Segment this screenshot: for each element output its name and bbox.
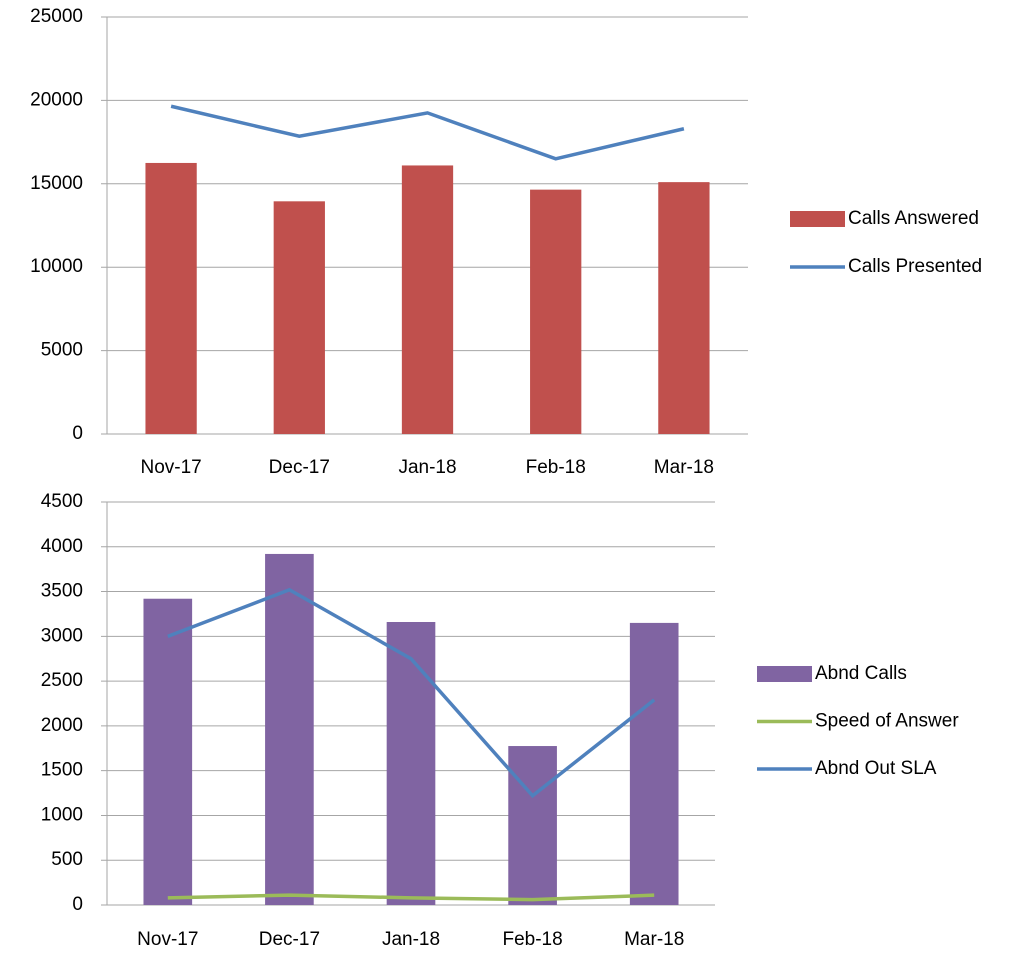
x-tick-label: Mar-18 xyxy=(624,929,684,950)
bar xyxy=(273,201,325,434)
x-tick-label: Nov-17 xyxy=(137,929,198,950)
x-tick-label: Nov-17 xyxy=(140,457,201,478)
x-tick-label: Feb-18 xyxy=(526,457,586,478)
y-tick-label: 0 xyxy=(72,894,83,915)
line-series xyxy=(167,587,656,799)
legend-label: Abnd Out SLA xyxy=(815,758,937,779)
x-tick-label: Dec-17 xyxy=(259,929,320,950)
legend-label: Calls Answered xyxy=(848,208,979,229)
y-tick-label: 4000 xyxy=(41,536,83,557)
y-tick-label: 25000 xyxy=(30,6,83,27)
legend-swatch xyxy=(790,211,845,227)
x-tick-label: Jan-18 xyxy=(398,457,456,478)
y-tick-label: 1000 xyxy=(41,804,83,825)
y-tick-label: 3500 xyxy=(41,581,83,602)
line-series xyxy=(170,104,685,161)
bar xyxy=(508,746,557,905)
y-tick-label: 3000 xyxy=(41,625,83,646)
y-tick-label: 2000 xyxy=(41,715,83,736)
x-tick-label: Mar-18 xyxy=(654,457,714,478)
x-tick-label: Jan-18 xyxy=(382,929,440,950)
bar xyxy=(145,162,197,434)
bar xyxy=(386,622,436,905)
y-tick-label: 15000 xyxy=(30,173,83,194)
legend-swatch xyxy=(757,666,812,682)
bar xyxy=(143,598,193,905)
bar xyxy=(401,165,454,434)
legend-label: Abnd Calls xyxy=(815,663,907,684)
y-tick-label: 4500 xyxy=(41,491,83,512)
line-series xyxy=(167,893,655,902)
x-tick-label: Dec-17 xyxy=(269,457,330,478)
legend-label: Speed of Answer xyxy=(815,711,959,732)
bar xyxy=(530,189,582,434)
y-tick-label: 500 xyxy=(51,849,83,870)
y-tick-label: 20000 xyxy=(30,89,83,110)
y-tick-label: 2500 xyxy=(41,670,83,691)
y-tick-label: 5000 xyxy=(41,340,83,361)
y-tick-label: 0 xyxy=(72,423,83,444)
legend-label: Calls Presented xyxy=(848,256,982,277)
y-tick-label: 1500 xyxy=(41,760,83,781)
y-tick-label: 10000 xyxy=(30,256,83,277)
x-tick-label: Feb-18 xyxy=(502,929,562,950)
bar xyxy=(658,182,710,434)
bar xyxy=(629,622,679,905)
bar xyxy=(265,553,314,905)
